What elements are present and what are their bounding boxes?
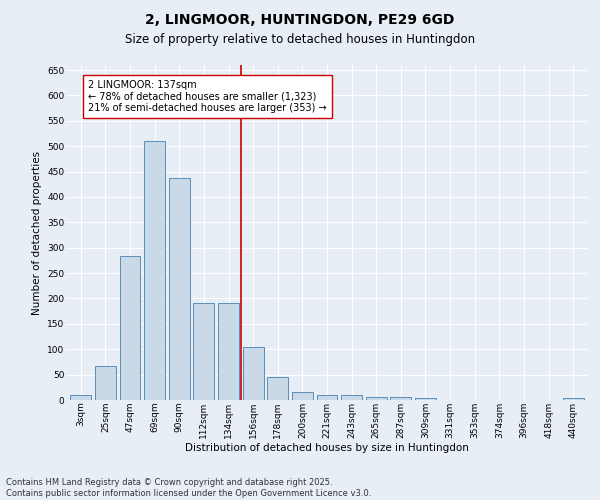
Bar <box>366 398 387 400</box>
Text: 2 LINGMOOR: 137sqm
← 78% of detached houses are smaller (1,323)
21% of semi-deta: 2 LINGMOOR: 137sqm ← 78% of detached hou… <box>88 80 327 114</box>
Bar <box>415 398 436 400</box>
Y-axis label: Number of detached properties: Number of detached properties <box>32 150 42 314</box>
Bar <box>391 398 412 400</box>
Bar <box>218 303 239 400</box>
Bar <box>563 398 584 400</box>
Bar <box>341 395 362 400</box>
Text: 2, LINGMOOR, HUNTINGDON, PE29 6GD: 2, LINGMOOR, HUNTINGDON, PE29 6GD <box>145 12 455 26</box>
Bar <box>317 395 337 400</box>
Text: Contains HM Land Registry data © Crown copyright and database right 2025.
Contai: Contains HM Land Registry data © Crown c… <box>6 478 371 498</box>
Bar <box>95 366 116 400</box>
X-axis label: Distribution of detached houses by size in Huntingdon: Distribution of detached houses by size … <box>185 444 469 454</box>
Bar <box>144 141 165 400</box>
Bar <box>119 256 140 400</box>
Bar <box>242 346 263 400</box>
Bar <box>267 376 288 400</box>
Bar <box>193 302 214 400</box>
Bar <box>292 392 313 400</box>
Bar <box>70 395 91 400</box>
Text: Size of property relative to detached houses in Huntingdon: Size of property relative to detached ho… <box>125 32 475 46</box>
Bar <box>169 178 190 400</box>
